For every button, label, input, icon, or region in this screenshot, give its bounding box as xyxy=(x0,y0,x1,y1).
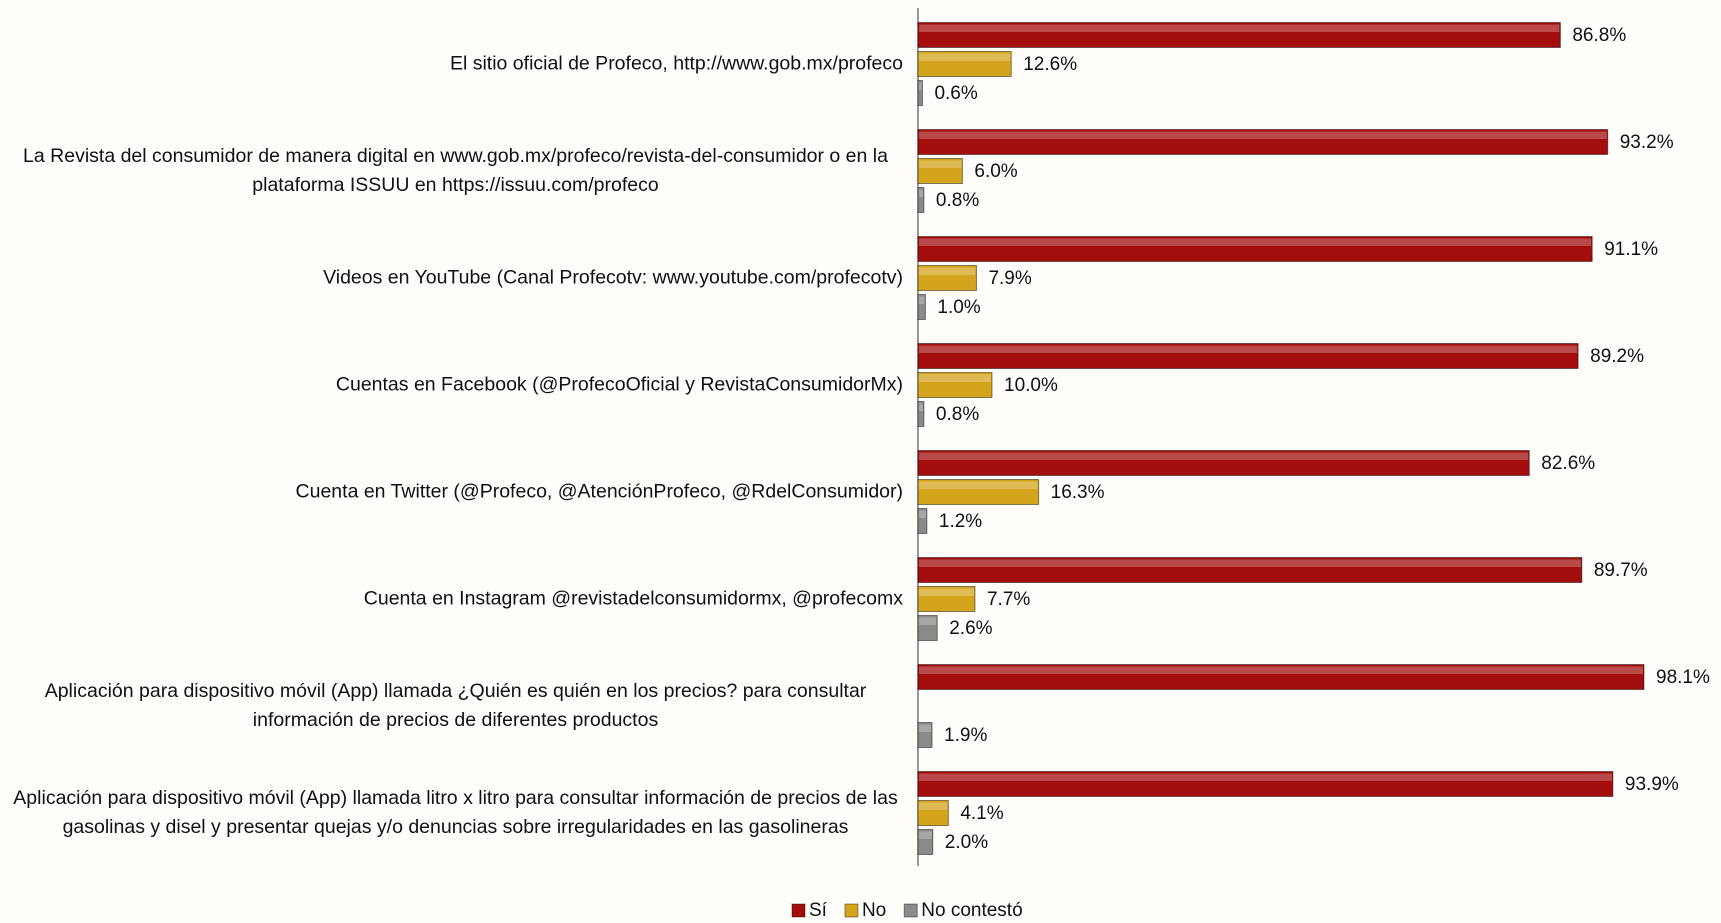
category-label: Aplicación para dispositivo móvil (App) … xyxy=(3,677,903,735)
category-text: Cuenta en Instagram @revistadelconsumido… xyxy=(363,587,903,610)
category-text: Videos en YouTube (Canal Profecotv: www.… xyxy=(323,266,903,289)
bar-highlight xyxy=(919,131,1607,139)
bar-highlight xyxy=(919,588,974,596)
value-label: 12.6% xyxy=(1023,54,1077,75)
value-label: 6.0% xyxy=(974,161,1017,182)
value-label: 93.2% xyxy=(1620,132,1674,153)
category-text: La Revista del consumidor de manera digi… xyxy=(23,145,888,196)
value-label: 86.8% xyxy=(1572,25,1626,46)
value-label: 1.9% xyxy=(944,725,987,746)
value-label: 91.1% xyxy=(1604,239,1658,260)
category-text: Aplicación para dispositivo móvil (App) … xyxy=(44,680,867,731)
bar-highlight xyxy=(919,238,1592,246)
bar xyxy=(917,800,949,826)
bar xyxy=(917,187,925,213)
value-label: 7.7% xyxy=(987,589,1030,610)
value-label: 93.9% xyxy=(1625,774,1679,795)
bar xyxy=(917,508,928,534)
category-text: Cuenta en Twitter (@Profeco, @AtenciónPr… xyxy=(295,480,903,503)
bar-highlight xyxy=(919,296,925,304)
value-label: 0.6% xyxy=(934,83,977,104)
value-label: 7.9% xyxy=(988,268,1031,289)
bar-highlight xyxy=(919,189,923,197)
value-label: 10.0% xyxy=(1004,375,1058,396)
bar-highlight xyxy=(919,559,1581,567)
bar-highlight xyxy=(919,345,1578,353)
category-label: Cuenta en Instagram @revistadelconsumido… xyxy=(3,585,903,614)
bar-highlight xyxy=(919,773,1612,781)
bar xyxy=(917,158,963,184)
bar xyxy=(917,80,923,106)
bar xyxy=(917,557,1583,583)
legend-label: No xyxy=(862,900,886,921)
legend-swatch xyxy=(903,903,918,918)
bar xyxy=(917,236,1593,262)
legend-swatch xyxy=(791,903,806,918)
bar xyxy=(917,294,926,320)
category-label: Videos en YouTube (Canal Profecotv: www.… xyxy=(3,264,903,293)
bar-highlight xyxy=(919,481,1038,489)
bar xyxy=(917,372,993,398)
value-label: 98.1% xyxy=(1656,667,1710,688)
category-label: Aplicación para dispositivo móvil (App) … xyxy=(3,784,903,842)
category-label: La Revista del consumidor de manera digi… xyxy=(3,142,903,200)
bar xyxy=(917,22,1561,48)
bar xyxy=(917,450,1530,476)
bar xyxy=(917,586,976,612)
category-label: Cuentas en Facebook (@ProfecoOficial y R… xyxy=(3,371,903,400)
bar-highlight xyxy=(919,160,962,168)
bar xyxy=(917,664,1645,690)
bar xyxy=(917,771,1614,797)
value-label: 4.1% xyxy=(960,803,1003,824)
bar xyxy=(917,265,977,291)
category-text: Aplicación para dispositivo móvil (App) … xyxy=(13,787,898,838)
bar-highlight xyxy=(919,617,937,625)
bar-highlight xyxy=(919,82,922,90)
category-text: Cuentas en Facebook (@ProfecoOficial y R… xyxy=(335,373,903,396)
value-label: 1.0% xyxy=(937,297,980,318)
bar-highlight xyxy=(919,53,1011,61)
bar xyxy=(917,479,1040,505)
bar-highlight xyxy=(919,831,932,839)
bar xyxy=(917,401,925,427)
bar-highlight xyxy=(919,802,948,810)
bar xyxy=(917,129,1609,155)
legend-swatch xyxy=(844,903,859,918)
value-label: 0.8% xyxy=(936,190,979,211)
legend-label: Sí xyxy=(809,900,828,921)
bar-highlight xyxy=(919,24,1560,32)
value-label: 16.3% xyxy=(1051,482,1105,503)
value-label: 2.0% xyxy=(945,832,988,853)
category-text: El sitio oficial de Profeco, http://www.… xyxy=(449,52,903,75)
value-label: 89.2% xyxy=(1590,346,1644,367)
bar xyxy=(917,51,1012,77)
bar-highlight xyxy=(919,374,992,382)
value-label: 82.6% xyxy=(1541,453,1595,474)
category-label: Cuenta en Twitter (@Profeco, @AtenciónPr… xyxy=(3,478,903,507)
bar xyxy=(917,615,938,641)
bar-highlight xyxy=(919,510,926,518)
bar-highlight xyxy=(919,452,1529,460)
category-label: El sitio oficial de Profeco, http://www.… xyxy=(3,50,903,79)
bar-highlight xyxy=(919,724,932,732)
value-label: 0.8% xyxy=(936,404,979,425)
value-label: 2.6% xyxy=(949,618,992,639)
value-label: 89.7% xyxy=(1594,560,1648,581)
bar xyxy=(917,722,933,748)
bar xyxy=(917,829,934,855)
bar-highlight xyxy=(919,267,976,275)
bar xyxy=(917,343,1579,369)
value-label: 1.2% xyxy=(939,511,982,532)
legend-label: No contestó xyxy=(921,900,1022,921)
bar-highlight xyxy=(919,666,1643,674)
bar-highlight xyxy=(919,403,923,411)
